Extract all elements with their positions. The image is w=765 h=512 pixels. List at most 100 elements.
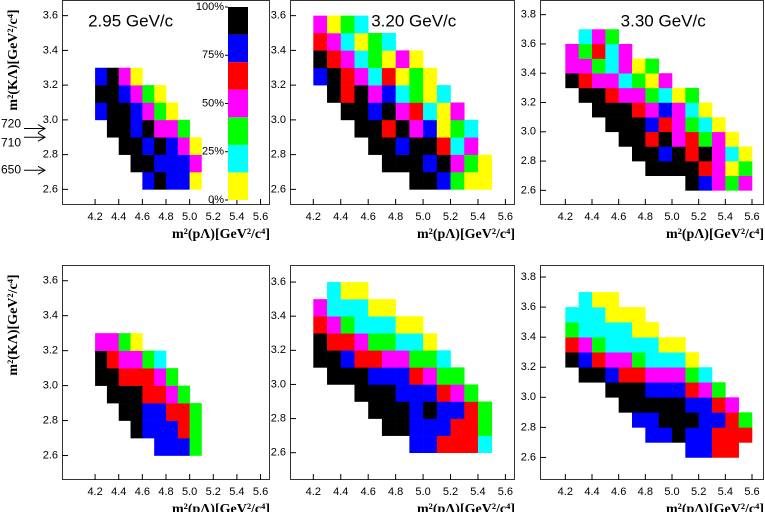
heatmap-cell — [106, 368, 120, 386]
heatmap-cell — [698, 442, 713, 458]
heatmap-cell — [605, 307, 619, 323]
heatmap-cell — [166, 102, 179, 121]
heatmap-cell — [395, 367, 410, 385]
heatmap-cell — [313, 299, 328, 317]
heatmap-cell — [423, 367, 438, 385]
heatmap-cell — [313, 316, 328, 334]
heatmap-cell — [395, 316, 410, 334]
heatmap-cell — [118, 333, 131, 351]
heatmap-cell — [592, 292, 606, 308]
heatmap-cell — [189, 171, 202, 190]
heatmap-cell — [645, 87, 659, 103]
heatmap-cell — [632, 102, 646, 118]
heatmap-cell — [142, 403, 155, 421]
colorbar-band — [228, 62, 248, 90]
heatmap-cell — [423, 85, 438, 103]
colorbar-label: 0% — [208, 194, 224, 206]
y-tick-label: 3.2 — [521, 361, 536, 373]
heatmap-cell — [368, 67, 383, 86]
heatmap-cell — [698, 367, 713, 383]
heatmap-cell — [658, 412, 673, 428]
heatmap-cell — [436, 154, 451, 173]
colorbar-band — [228, 34, 248, 63]
heatmap-cell — [189, 154, 202, 173]
heatmap-cell — [725, 131, 739, 147]
heatmap-cell — [725, 161, 739, 177]
heatmap-cell — [698, 102, 713, 118]
heatmap-cell — [712, 131, 726, 147]
x-tick-label: 4.6 — [611, 211, 626, 223]
heatmap-cell — [354, 333, 369, 351]
heatmap-cell — [632, 307, 646, 323]
heatmap-cell — [592, 58, 606, 74]
x-tick-label: 5.2 — [206, 211, 221, 223]
heatmap-cell — [605, 322, 619, 338]
heatmap-cell — [738, 146, 753, 162]
heatmap-cell — [672, 367, 686, 383]
arrow-head — [37, 124, 47, 133]
colorbar-band — [228, 144, 248, 173]
colorbar-label: 25% — [202, 146, 224, 158]
heatmap-cell — [423, 171, 438, 190]
heatmap-cell — [130, 85, 143, 103]
heatmap-cell — [592, 307, 606, 323]
heatmap-cell — [381, 299, 396, 317]
x-tick-label: 5.0 — [664, 486, 679, 498]
heatmap-cell — [130, 333, 143, 351]
x-tick-label: 5.6 — [498, 211, 513, 223]
heatmap-cell — [672, 397, 686, 413]
heatmap-cell — [368, 33, 383, 51]
heatmap-cell — [605, 117, 619, 133]
plot-frame — [290, 0, 515, 205]
heatmap-cell — [605, 367, 619, 383]
heatmap-cell — [142, 385, 155, 404]
heatmap-cell — [106, 67, 120, 86]
heatmap-cell — [592, 352, 606, 368]
heatmap-cell — [177, 403, 190, 421]
heatmap-cell — [436, 137, 451, 155]
heatmap-cell — [423, 333, 438, 351]
heatmap-cell — [712, 427, 726, 443]
heatmap-cell — [154, 403, 167, 421]
y-tick-label: 2.8 — [521, 155, 536, 167]
y-tick-label: 2.6 — [43, 183, 58, 195]
heatmap-cell — [340, 50, 355, 69]
heatmap-cell — [658, 352, 673, 368]
panel: 4.2 4.4 4.6 4.8 5.0 5.2 5.4 5.6 2.6 2.8 3.0 3.2 3.4 3… — [271, 265, 515, 512]
heatmap-cell — [340, 85, 355, 103]
heatmap-cell — [189, 137, 202, 155]
heatmap-cell — [477, 435, 492, 453]
heatmap-cell — [578, 292, 593, 308]
heatmap-cell — [464, 137, 479, 155]
heatmap-cell — [658, 427, 673, 443]
colorbar-band — [228, 117, 248, 145]
heatmap-cell — [592, 102, 606, 118]
heatmap-cell — [409, 50, 424, 69]
y-tick-label: 3.4 — [271, 44, 286, 56]
heatmap-cell — [605, 29, 619, 45]
x-tick-label: 5.0 — [182, 486, 197, 498]
heatmap-cell — [685, 397, 699, 413]
heatmap-cell — [368, 401, 383, 419]
x-tick-label: 4.8 — [388, 211, 403, 223]
heatmap-cell — [618, 382, 633, 398]
heatmap-cell — [368, 119, 383, 138]
heatmap-cell — [381, 137, 396, 155]
y-tick-label: 2.8 — [271, 412, 286, 424]
heatmap-cell — [645, 427, 659, 443]
heatmap-cell — [592, 87, 606, 103]
x-tick-label: 5.2 — [691, 211, 706, 223]
x-tick-label: 5.6 — [498, 486, 513, 498]
heatmap-cell — [565, 322, 579, 338]
heatmap-cell — [685, 352, 699, 368]
heatmap-cell — [154, 368, 167, 386]
heatmap-cell — [106, 350, 120, 369]
heatmap-cell — [423, 137, 438, 155]
heatmap-cell — [565, 307, 579, 323]
heatmap-cell — [618, 397, 633, 413]
x-tick-label: 4.4 — [584, 211, 599, 223]
heatmap-cell — [658, 397, 673, 413]
heatmap-cell — [605, 352, 619, 368]
heatmap-cell — [698, 397, 713, 413]
heatmap-cell — [645, 131, 659, 147]
